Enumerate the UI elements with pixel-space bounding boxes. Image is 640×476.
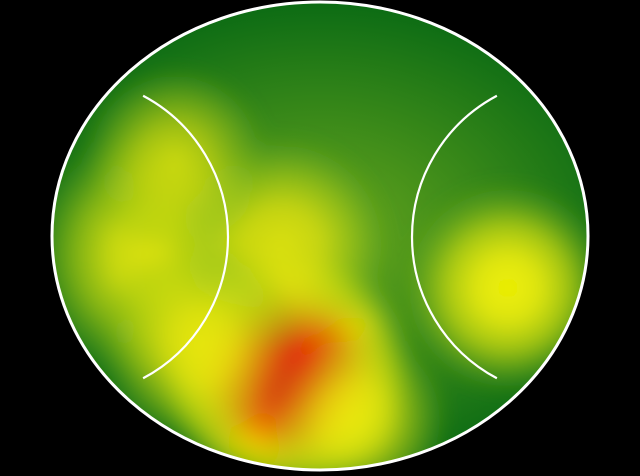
density-peak-lower-left-warm	[95, 240, 305, 450]
field-markings	[50, 0, 590, 472]
fifty-metre-arc-left	[142, 94, 230, 380]
oval-boundary-line	[50, 0, 590, 472]
density-peak-upper-left-warm	[80, 65, 270, 255]
fifty-metre-arc-right	[410, 94, 498, 380]
